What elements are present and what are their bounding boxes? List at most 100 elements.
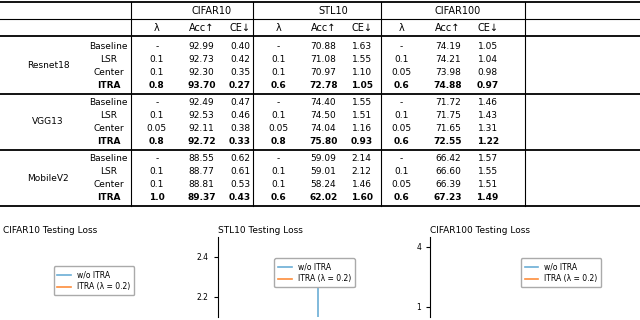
Text: -: - [155,98,159,107]
Text: 71.75: 71.75 [435,111,461,120]
Text: 0.1: 0.1 [150,111,164,120]
Text: 92.53: 92.53 [189,111,214,120]
Text: 1.43: 1.43 [477,111,498,120]
Text: -: - [155,154,159,163]
Text: Resnet18: Resnet18 [27,61,69,70]
Text: 92.73: 92.73 [189,55,214,64]
Text: CIFAR10 Testing Loss: CIFAR10 Testing Loss [3,226,97,235]
Text: 2.14: 2.14 [351,154,372,163]
Text: 0.1: 0.1 [150,55,164,64]
Legend: w/o ITRA, ITRA (λ = 0.2): w/o ITRA, ITRA (λ = 0.2) [54,267,134,295]
Text: 1.51: 1.51 [477,180,498,189]
Text: 0.1: 0.1 [271,180,285,189]
Text: 0.05: 0.05 [268,124,289,133]
Text: LSR: LSR [100,111,117,120]
Text: 0.1: 0.1 [150,68,164,77]
Text: 0.98: 0.98 [477,68,498,77]
Text: -: - [276,98,280,107]
Text: CE↓: CE↓ [230,23,250,33]
Text: 1.10: 1.10 [351,68,372,77]
Text: 59.09: 59.09 [310,154,336,163]
Text: 74.88: 74.88 [434,81,462,90]
Text: STL10: STL10 [318,5,348,15]
Text: STL10 Testing Loss: STL10 Testing Loss [218,226,303,235]
Text: 0.1: 0.1 [394,167,408,176]
Text: 70.97: 70.97 [310,68,336,77]
Text: -: - [399,154,403,163]
Text: Center: Center [93,180,124,189]
Text: λ: λ [399,23,404,33]
Text: 0.6: 0.6 [394,137,409,146]
Text: 1.04: 1.04 [477,55,498,64]
Text: 0.53: 0.53 [230,180,250,189]
Text: 0.42: 0.42 [230,55,250,64]
Text: 1.49: 1.49 [477,193,499,202]
Text: 0.1: 0.1 [150,167,164,176]
Text: 0.33: 0.33 [229,137,251,146]
Text: Acc↑: Acc↑ [310,23,336,33]
Text: 0.47: 0.47 [230,98,250,107]
Text: 0.46: 0.46 [230,111,250,120]
Text: 0.1: 0.1 [394,55,408,64]
Text: ITRA: ITRA [97,81,120,90]
Text: 0.05: 0.05 [391,180,412,189]
Text: -: - [399,42,403,51]
Text: Center: Center [93,124,124,133]
Text: λ: λ [154,23,159,33]
Text: 0.6: 0.6 [394,193,409,202]
Text: LSR: LSR [100,55,117,64]
Text: 1.46: 1.46 [477,98,498,107]
Text: 0.93: 0.93 [351,137,372,146]
Text: Baseline: Baseline [90,154,128,163]
Legend: w/o ITRA, ITRA (λ = 0.2): w/o ITRA, ITRA (λ = 0.2) [521,259,602,287]
Text: 74.04: 74.04 [310,124,336,133]
Text: 1.31: 1.31 [477,124,498,133]
Text: 74.50: 74.50 [310,111,336,120]
Text: VGG13: VGG13 [32,117,64,126]
Text: 89.37: 89.37 [188,193,216,202]
Text: 0.27: 0.27 [229,81,251,90]
Text: 74.40: 74.40 [310,98,336,107]
Text: -: - [399,98,403,107]
Text: 0.1: 0.1 [271,111,285,120]
Text: 1.57: 1.57 [477,154,498,163]
Text: -: - [155,42,159,51]
Text: Acc↑: Acc↑ [189,23,214,33]
Text: Center: Center [93,68,124,77]
Text: ITRA: ITRA [97,137,120,146]
Text: 1.16: 1.16 [351,124,372,133]
Text: LSR: LSR [100,167,117,176]
Text: Acc↑: Acc↑ [435,23,461,33]
Text: 0.8: 0.8 [149,81,164,90]
Text: 0.35: 0.35 [230,68,250,77]
Text: 67.23: 67.23 [434,193,462,202]
Text: 1.46: 1.46 [351,180,372,189]
Text: ITRA: ITRA [97,193,120,202]
Text: Baseline: Baseline [90,98,128,107]
Text: 93.70: 93.70 [188,81,216,90]
Text: CIFAR100 Testing Loss: CIFAR100 Testing Loss [430,226,530,235]
Text: 92.11: 92.11 [189,124,214,133]
Text: 0.38: 0.38 [230,124,250,133]
Text: 88.55: 88.55 [189,154,214,163]
Text: CE↓: CE↓ [351,23,372,33]
Text: 71.65: 71.65 [435,124,461,133]
Text: 1.55: 1.55 [351,98,372,107]
Legend: w/o ITRA, ITRA (λ = 0.2): w/o ITRA, ITRA (λ = 0.2) [274,259,355,287]
Text: 0.05: 0.05 [391,124,412,133]
Text: 0.05: 0.05 [147,124,167,133]
Text: 0.6: 0.6 [271,193,286,202]
Text: 1.60: 1.60 [351,193,372,202]
Text: 66.42: 66.42 [435,154,461,163]
Text: 75.80: 75.80 [309,137,337,146]
Text: -: - [276,154,280,163]
Text: 72.55: 72.55 [434,137,462,146]
Text: 66.39: 66.39 [435,180,461,189]
Text: 1.0: 1.0 [149,193,164,202]
Text: 0.62: 0.62 [230,154,250,163]
Text: 0.1: 0.1 [271,167,285,176]
Text: 0.1: 0.1 [394,111,408,120]
Text: λ: λ [276,23,281,33]
Text: CIFAR10: CIFAR10 [191,5,231,15]
Text: -: - [276,42,280,51]
